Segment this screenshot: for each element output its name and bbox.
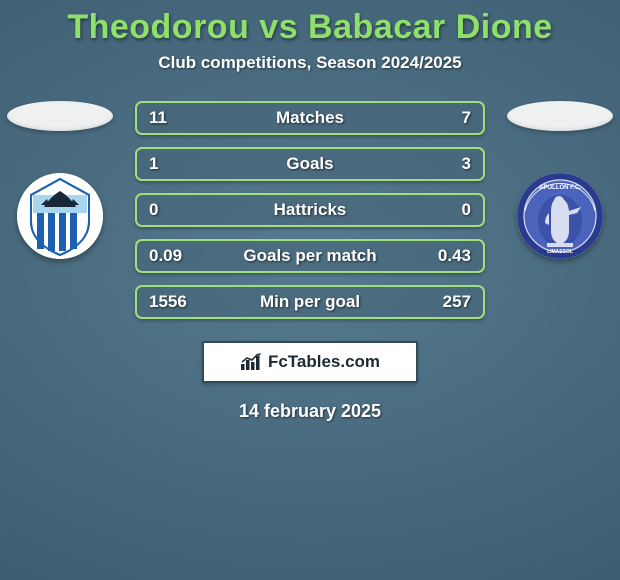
stat-value-right: 0 xyxy=(462,200,471,220)
stat-label: Hattricks xyxy=(274,200,347,220)
anorthosis-crest-svg xyxy=(17,173,103,259)
svg-text:APOLLON F.C.: APOLLON F.C. xyxy=(539,185,581,191)
stat-row: 1556 Min per goal 257 xyxy=(135,285,485,319)
stat-label: Goals per match xyxy=(243,246,376,266)
player-right-ellipse xyxy=(507,101,613,131)
player-left-column xyxy=(0,101,120,259)
apollon-crest: APOLLON F.C. LIMASSOL xyxy=(517,173,603,259)
stat-value-right: 7 xyxy=(462,108,471,128)
brand-text: FcTables.com xyxy=(268,352,380,372)
stat-rows: 11 Matches 7 1 Goals 3 0 Hattricks 0 0.09 Goals pe… xyxy=(135,101,485,319)
stat-row: 0.09 Goals per match 0.43 xyxy=(135,239,485,273)
comparison-card: Theodorou vs Babacar Dione Club competit… xyxy=(0,0,620,580)
stat-value-right: 0.43 xyxy=(438,246,471,266)
stat-row: 11 Matches 7 xyxy=(135,101,485,135)
stat-label: Matches xyxy=(276,108,344,128)
stat-value-left: 11 xyxy=(149,108,167,128)
stat-value-right: 257 xyxy=(443,292,471,312)
stat-label: Goals xyxy=(286,154,333,174)
brand-box: FcTables.com xyxy=(202,341,418,383)
stat-value-left: 1 xyxy=(149,154,158,174)
content-area: APOLLON F.C. LIMASSOL 11 Matches 7 1 Goals 3 0… xyxy=(0,101,620,422)
stat-row: 0 Hattricks 0 xyxy=(135,193,485,227)
player-left-ellipse xyxy=(7,101,113,131)
date-text: 14 february 2025 xyxy=(0,401,620,422)
apollon-crest-svg: APOLLON F.C. LIMASSOL xyxy=(517,173,603,259)
subtitle: Club competitions, Season 2024/2025 xyxy=(0,53,620,73)
page-title: Theodorou vs Babacar Dione xyxy=(0,0,620,47)
stat-value-right: 3 xyxy=(462,154,471,174)
stat-value-left: 0 xyxy=(149,200,158,220)
barchart-icon xyxy=(240,352,262,372)
stat-label: Min per goal xyxy=(260,292,360,312)
svg-text:LIMASSOL: LIMASSOL xyxy=(547,249,573,255)
stat-row: 1 Goals 3 xyxy=(135,147,485,181)
stat-value-left: 1556 xyxy=(149,292,187,312)
stat-value-left: 0.09 xyxy=(149,246,182,266)
anorthosis-crest xyxy=(17,173,103,259)
player-right-column: APOLLON F.C. LIMASSOL xyxy=(500,101,620,259)
